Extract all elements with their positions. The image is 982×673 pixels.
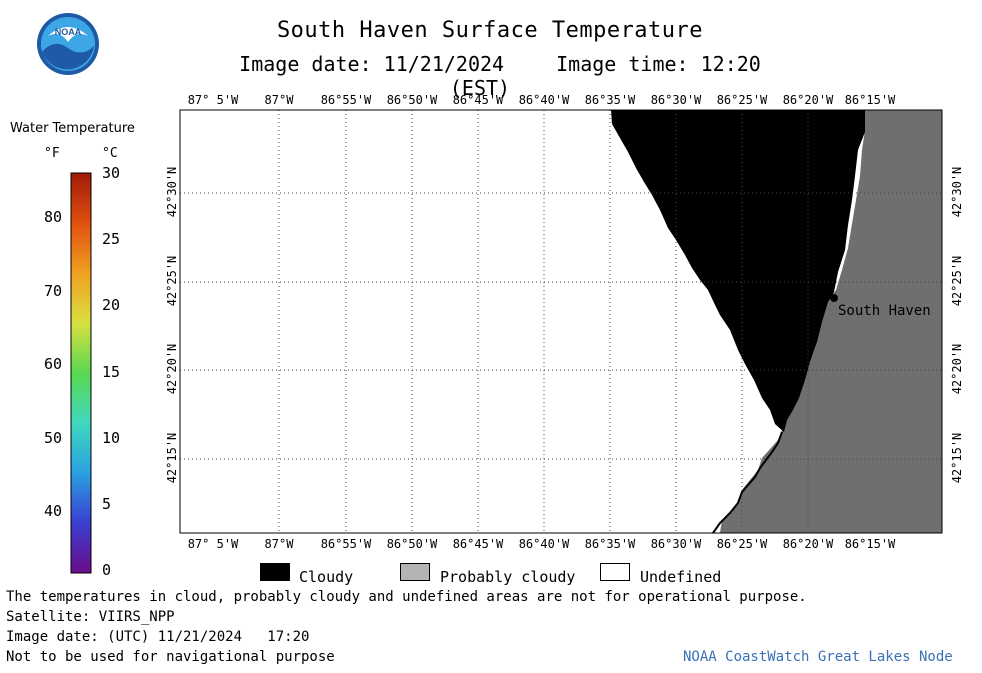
probably-cloudy-swatch [400,563,430,581]
image-date: Image date: 11/21/2024 [239,52,505,76]
latitude-label: 42°20'N [165,343,179,395]
temperature-colorbar [70,172,92,574]
utc-date: Image date: (UTC) 11/21/2024 17:20 [6,629,310,645]
latitude-label: 42°15'N [165,432,179,484]
image-time: Image time: 12:20 (EST) [449,52,761,100]
land-area [720,110,942,533]
image-datetime: Image date: 11/21/2024 Image time: 12:20… [180,52,800,100]
latitude-label: 42°25'N [165,255,179,307]
cloudy-label: Cloudy [299,568,354,586]
longitude-label: 86°35'W [584,93,636,107]
longitude-label: 86°20'W [782,93,834,107]
fahrenheit-tick: 60 [43,355,62,374]
latitude-label: 42°30'N [165,166,179,218]
cloud-area [611,110,865,432]
celsius-tick: 5 [102,494,112,513]
longitude-label: 87°W [264,537,294,551]
legend-title: Water Temperature [10,121,135,136]
longitude-label: 86°40'W [518,93,570,107]
latitude-label: 42°20'N [950,343,964,395]
latitude-label: 42°25'N [950,255,964,307]
longitude-label: 86°40'W [518,537,570,551]
celsius-tick: 15 [102,362,121,381]
longitude-label: 86°55'W [320,93,372,107]
graticule [180,110,942,533]
map-frame [179,109,943,534]
noaa-logo-text: NOAA [55,27,82,37]
fahrenheit-tick: 40 [43,502,62,521]
fahrenheit-tick: 50 [43,428,62,447]
nav-warning: Not to be used for navigational purpose [6,649,335,665]
longitude-label: 86°35'W [584,537,636,551]
latitude-label: 42°15'N [950,432,964,484]
longitude-label: 86°20'W [782,537,834,551]
noaa-logo-icon: NOAA [37,13,99,75]
fahrenheit-tick: 70 [43,281,62,300]
longitude-label: 86°15'W [844,93,896,107]
celsius-tick: 10 [102,428,121,447]
celsius-tick: 20 [102,296,121,315]
undefined-label: Undefined [640,568,722,586]
credit: NOAA CoastWatch Great Lakes Node [683,649,953,665]
longitude-label: 87° 5'W [187,93,239,107]
longitude-label: 86°25'W [716,93,768,107]
satellite: Satellite: VIIRS_NPP [6,609,175,625]
longitude-label: 86°30'W [650,537,702,551]
page-title: South Haven Surface Temperature [276,18,704,43]
probably-cloudy-label: Probably cloudy [440,568,576,586]
longitude-label: 87°W [264,93,294,107]
longitude-label: 86°45'W [452,537,504,551]
longitude-label: 86°15'W [844,537,896,551]
south-haven-marker [830,294,838,302]
longitude-label: 87° 5'W [187,537,239,551]
city-label: South Haven [838,303,931,319]
longitude-label: 86°45'W [452,93,504,107]
fahrenheit-tick: 80 [43,208,62,227]
celsius-tick: 30 [102,164,121,182]
longitude-label: 86°55'W [320,537,372,551]
unit-celsius: °C [102,146,118,161]
longitude-label: 86°30'W [650,93,702,107]
undefined-swatch [600,563,630,581]
celsius-tick: 25 [102,230,121,249]
longitude-label: 86°50'W [386,537,438,551]
longitude-label: 86°50'W [386,93,438,107]
celsius-tick: 0 [102,561,112,579]
unit-fahrenheit: °F [44,146,60,161]
coastline [712,431,783,534]
latitude-label: 42°30'N [950,166,964,218]
longitude-label: 86°25'W [716,537,768,551]
cloudy-swatch [260,563,290,581]
disclaimer: The temperatures in cloud, probably clou… [6,589,807,605]
